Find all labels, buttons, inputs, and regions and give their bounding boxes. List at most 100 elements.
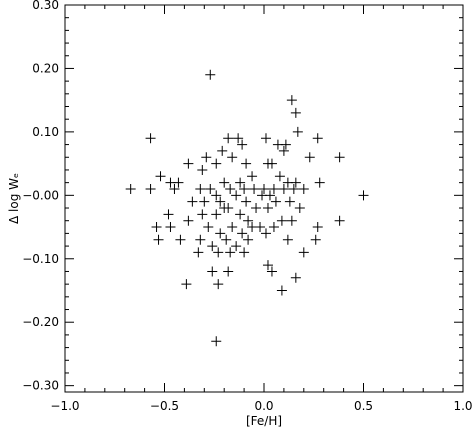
x-axis-tick-labels: −1.0 −0.5 0.0 0.5 1.0 — [50, 399, 472, 413]
data-point — [227, 152, 238, 163]
data-point — [310, 234, 321, 245]
data-point — [259, 183, 269, 194]
data-point — [211, 336, 222, 347]
data-point — [217, 145, 228, 156]
data-point — [298, 183, 309, 194]
y-tick-label: −0.20 — [22, 315, 59, 329]
data-point — [215, 228, 226, 239]
data-point — [278, 145, 289, 156]
data-point — [125, 183, 136, 194]
data-point — [197, 209, 208, 220]
data-point — [227, 222, 238, 233]
y-tick-label: 0.30 — [32, 0, 59, 12]
data-point — [231, 241, 242, 252]
data-point — [294, 203, 305, 214]
data-point — [221, 234, 232, 245]
data-point — [231, 190, 242, 201]
data-point — [213, 247, 224, 258]
data-point — [314, 177, 325, 188]
data-point — [276, 285, 287, 296]
x-tick-label: −0.5 — [150, 399, 179, 413]
data-point — [304, 152, 315, 163]
data-point — [280, 139, 291, 150]
data-point — [290, 177, 301, 188]
data-point — [225, 247, 236, 258]
data-point — [225, 183, 236, 194]
data-point — [215, 196, 226, 207]
data-point — [241, 196, 252, 207]
data-point — [183, 158, 194, 169]
y-tick-label: −0.00 — [22, 188, 59, 202]
data-point — [195, 183, 206, 194]
plot-frame — [64, 4, 464, 393]
y-axis-label: Δ log Wₑ — [7, 173, 21, 224]
data-point — [239, 247, 250, 258]
data-point — [312, 133, 323, 144]
y-axis-ticks — [65, 4, 463, 387]
data-point — [181, 279, 192, 290]
data-point — [268, 222, 279, 233]
data-point — [266, 158, 277, 169]
x-tick-label: 0.5 — [354, 399, 373, 413]
data-point — [145, 183, 156, 194]
data-point — [278, 183, 289, 194]
data-point — [251, 203, 262, 214]
data-point — [151, 222, 162, 233]
data-point — [163, 209, 174, 220]
data-point — [211, 209, 222, 220]
data-point — [153, 234, 164, 245]
data-point — [211, 190, 222, 201]
data-point — [290, 272, 301, 283]
data-point — [264, 190, 275, 201]
data-point — [260, 228, 271, 239]
data-point — [223, 203, 234, 214]
data-point — [223, 266, 234, 277]
data-point — [282, 234, 293, 245]
data-point — [197, 164, 208, 175]
data-point — [175, 234, 186, 245]
data-point — [207, 266, 218, 277]
x-tick-label: 1.0 — [453, 399, 472, 413]
data-point — [286, 215, 297, 226]
data-point — [268, 183, 279, 194]
data-point — [262, 260, 273, 271]
y-tick-label: −0.10 — [22, 252, 59, 266]
y-axis-tick-labels: −0.30 −0.20 −0.10 −0.00 0.10 0.20 0.30 — [22, 0, 59, 393]
y-tick-label: 0.10 — [32, 125, 59, 139]
data-point — [203, 222, 214, 233]
x-axis-label: [Fe/H] — [246, 414, 282, 428]
data-point — [237, 139, 248, 150]
data-point — [205, 183, 216, 194]
data-point — [270, 196, 281, 207]
data-point — [290, 107, 301, 118]
data-point — [334, 215, 345, 226]
data-point — [211, 158, 222, 169]
data-point — [276, 215, 287, 226]
data-points — [125, 69, 369, 347]
data-point — [195, 234, 206, 245]
data-point — [165, 222, 176, 233]
data-point — [334, 152, 345, 163]
data-point — [266, 266, 277, 277]
data-point — [207, 241, 218, 252]
data-point — [187, 196, 198, 207]
data-point — [169, 183, 180, 194]
data-point — [243, 215, 254, 226]
data-point — [239, 183, 250, 194]
data-point — [193, 247, 204, 258]
data-point — [235, 209, 246, 220]
data-point — [262, 203, 273, 214]
data-point — [235, 177, 246, 188]
data-point — [286, 95, 297, 106]
data-point — [173, 177, 184, 188]
data-point — [145, 133, 156, 144]
data-point — [288, 183, 299, 194]
data-point — [247, 222, 258, 233]
plot-area-border — [64, 4, 464, 393]
data-point — [312, 222, 323, 233]
data-point — [205, 69, 216, 80]
y-tick-label: −0.30 — [22, 379, 59, 393]
data-point — [247, 171, 258, 182]
data-point — [241, 158, 252, 169]
